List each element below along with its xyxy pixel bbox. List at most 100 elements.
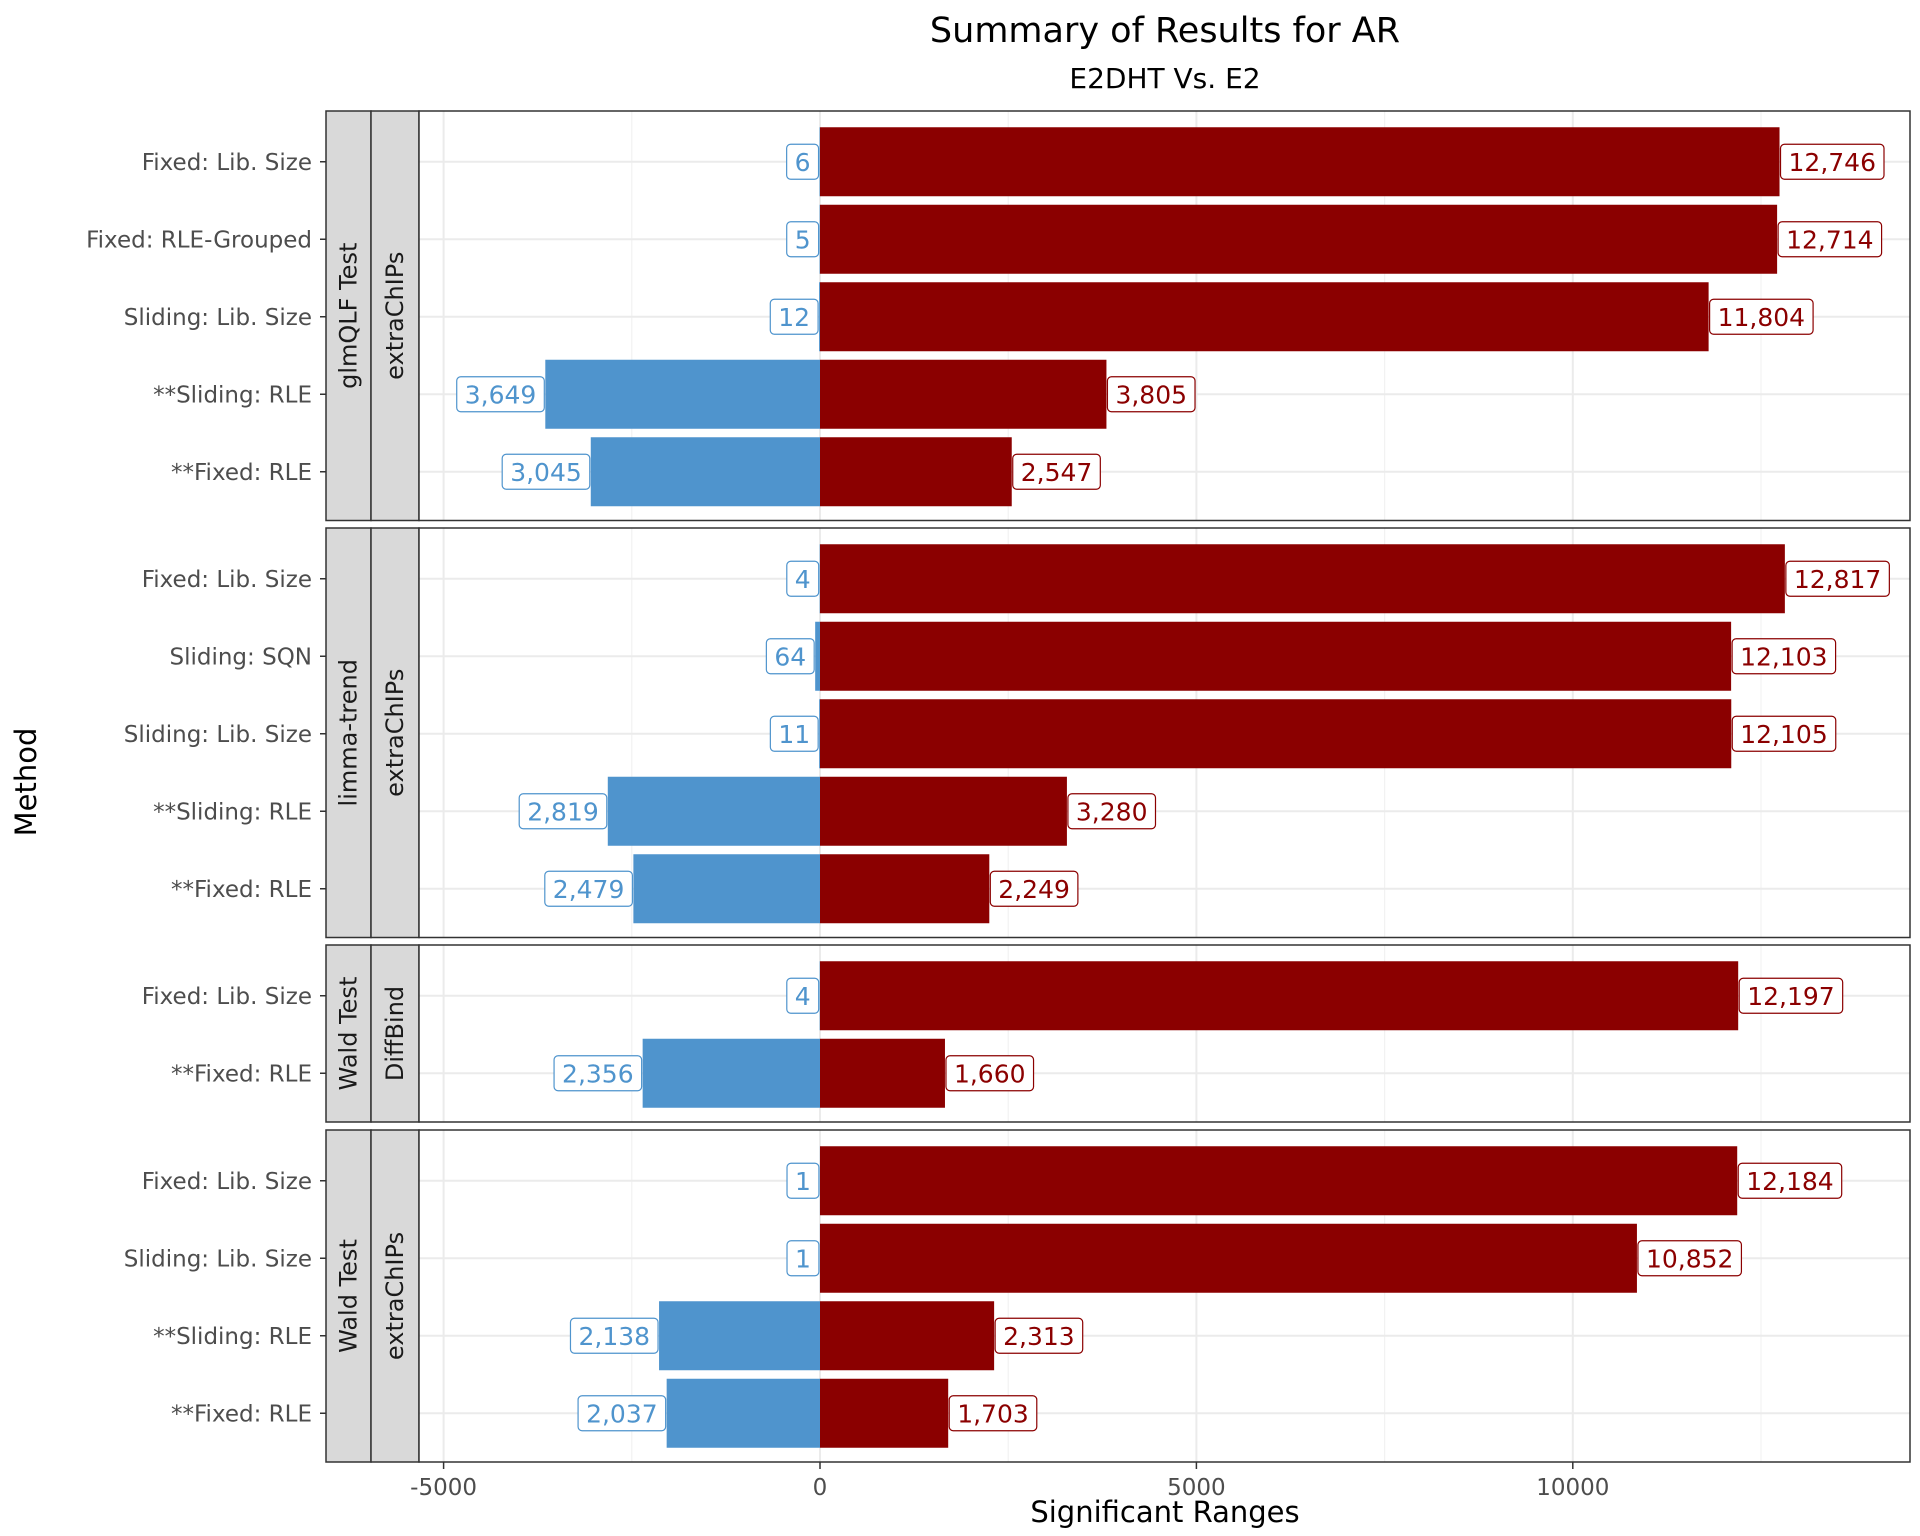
label-down: 3,649: [465, 380, 537, 409]
strip-package-label: extraChIPs: [381, 1232, 409, 1360]
label-up-box: [994, 1317, 1084, 1354]
label-up: 10,852: [1646, 1244, 1733, 1273]
label-down-box: [786, 221, 820, 258]
bar-up: [820, 204, 1778, 274]
x-tick-label: 0: [813, 1475, 828, 1501]
bar-up: [820, 282, 1709, 352]
strip-package-bg: [370, 110, 420, 522]
label-up-box: [1779, 143, 1885, 180]
label-down-box: [769, 298, 819, 335]
strip-package-label: extraChIPs: [381, 252, 409, 380]
label-down-box: [569, 1317, 659, 1354]
label-up: 12,105: [1740, 720, 1827, 749]
label-down: 2,138: [578, 1322, 650, 1351]
label-down: 1: [795, 1244, 811, 1273]
strip-test-bg: [325, 944, 372, 1123]
strip-test-bg: [325, 1129, 372, 1463]
label-down: 5: [795, 225, 811, 254]
y-tick-label: Sliding: Lib. Size: [124, 1246, 312, 1272]
label-up: 12,184: [1746, 1167, 1833, 1196]
strip-test-label: glmQLF Test: [335, 243, 363, 389]
label-down-box: [518, 793, 608, 830]
label-down: 2,479: [553, 875, 625, 904]
y-tick-label: Fixed: Lib. Size: [142, 567, 312, 593]
y-tick-label: **Sliding: RLE: [153, 382, 312, 408]
label-up: 12,817: [1794, 565, 1881, 594]
bar-up: [820, 437, 1012, 507]
label-up: 12,103: [1740, 642, 1827, 671]
panel-border: [418, 527, 1911, 939]
y-tick-label: Sliding: SQN: [169, 644, 312, 670]
strip-package-label: extraChIPs: [381, 669, 409, 797]
label-up: 11,804: [1718, 303, 1805, 332]
label-down: 11: [778, 720, 810, 749]
bar-up: [820, 961, 1739, 1031]
bar-down: [590, 437, 820, 507]
label-up-box: [948, 1395, 1038, 1432]
label-up: 3,805: [1115, 380, 1187, 409]
x-tick-label: -5000: [410, 1475, 477, 1501]
label-up: 2,313: [1003, 1322, 1075, 1351]
bar-down: [642, 1038, 820, 1108]
bar-up: [820, 1301, 995, 1371]
bar-up: [820, 359, 1107, 429]
bar-up: [820, 1038, 945, 1108]
label-up-box: [1737, 1162, 1843, 1199]
strip-test-label: limma-trend: [335, 659, 363, 806]
x-tick-label: 10000: [1536, 1475, 1609, 1501]
label-up-box: [1785, 560, 1890, 597]
chart-title: Summary of Results for AR: [930, 11, 1400, 51]
label-down-box: [544, 870, 633, 907]
strip-package-bg: [370, 1129, 420, 1463]
x-axis-title: Significant Ranges: [1030, 1495, 1299, 1529]
label-up: 12,746: [1789, 148, 1876, 177]
facet-panel-0: glmQLF Test extraChIPs 12,746 6 Fixed: Lib. …: [86, 110, 1911, 522]
y-tick-label: **Sliding: RLE: [153, 1324, 312, 1350]
bar-down: [815, 621, 820, 691]
strip-test-bg: [325, 527, 372, 939]
label-down-box: [769, 715, 819, 752]
y-tick-label: **Fixed: RLE: [171, 1401, 312, 1427]
label-up: 2,547: [1021, 458, 1093, 487]
bar-down: [659, 1301, 820, 1371]
bar-down: [819, 699, 820, 769]
label-up: 1,703: [957, 1399, 1029, 1428]
label-down-box: [553, 1055, 643, 1092]
label-down: 2,819: [527, 797, 599, 826]
label-up-box: [1067, 793, 1157, 830]
y-tick-label: Sliding: Lib. Size: [124, 722, 312, 748]
bar-up: [820, 1378, 949, 1448]
label-down: 3,045: [510, 458, 582, 487]
label-down-box: [456, 376, 545, 413]
bar-up: [820, 127, 1780, 197]
panel-border: [418, 944, 1911, 1123]
panel-border: [418, 1129, 1911, 1463]
label-up-box: [1106, 376, 1196, 413]
y-tick-label: **Fixed: RLE: [171, 1061, 312, 1087]
label-up: 3,280: [1076, 797, 1148, 826]
x-tick-label: 5000: [1167, 1475, 1226, 1501]
label-down: 1: [795, 1167, 811, 1196]
label-down-box: [501, 453, 591, 490]
strip-package-bg: [370, 944, 420, 1123]
y-tick-label: **Fixed: RLE: [171, 877, 312, 903]
label-up-box: [1731, 638, 1837, 675]
bar-up: [820, 854, 990, 924]
x-axis: -5000 0 5000 10000: [410, 1462, 1609, 1501]
facet-panel-1: limma-trend extraChIPs 12,817 4 Fixed: Lib. …: [124, 527, 1911, 939]
bar-down: [666, 1378, 820, 1448]
bar-down: [607, 776, 820, 846]
label-up-box: [1777, 221, 1883, 258]
y-tick-label: Fixed: Lib. Size: [142, 984, 312, 1010]
label-up-box: [1731, 715, 1837, 752]
label-up-box: [1012, 453, 1101, 490]
label-up-box: [1709, 298, 1814, 335]
y-axis-title: Method: [9, 728, 43, 837]
label-down-box: [765, 638, 815, 675]
label-down-box: [786, 1240, 820, 1277]
label-down: 6: [795, 148, 811, 177]
bar-up: [820, 1223, 1637, 1293]
bar-up: [820, 544, 1785, 614]
label-down: 64: [774, 642, 806, 671]
